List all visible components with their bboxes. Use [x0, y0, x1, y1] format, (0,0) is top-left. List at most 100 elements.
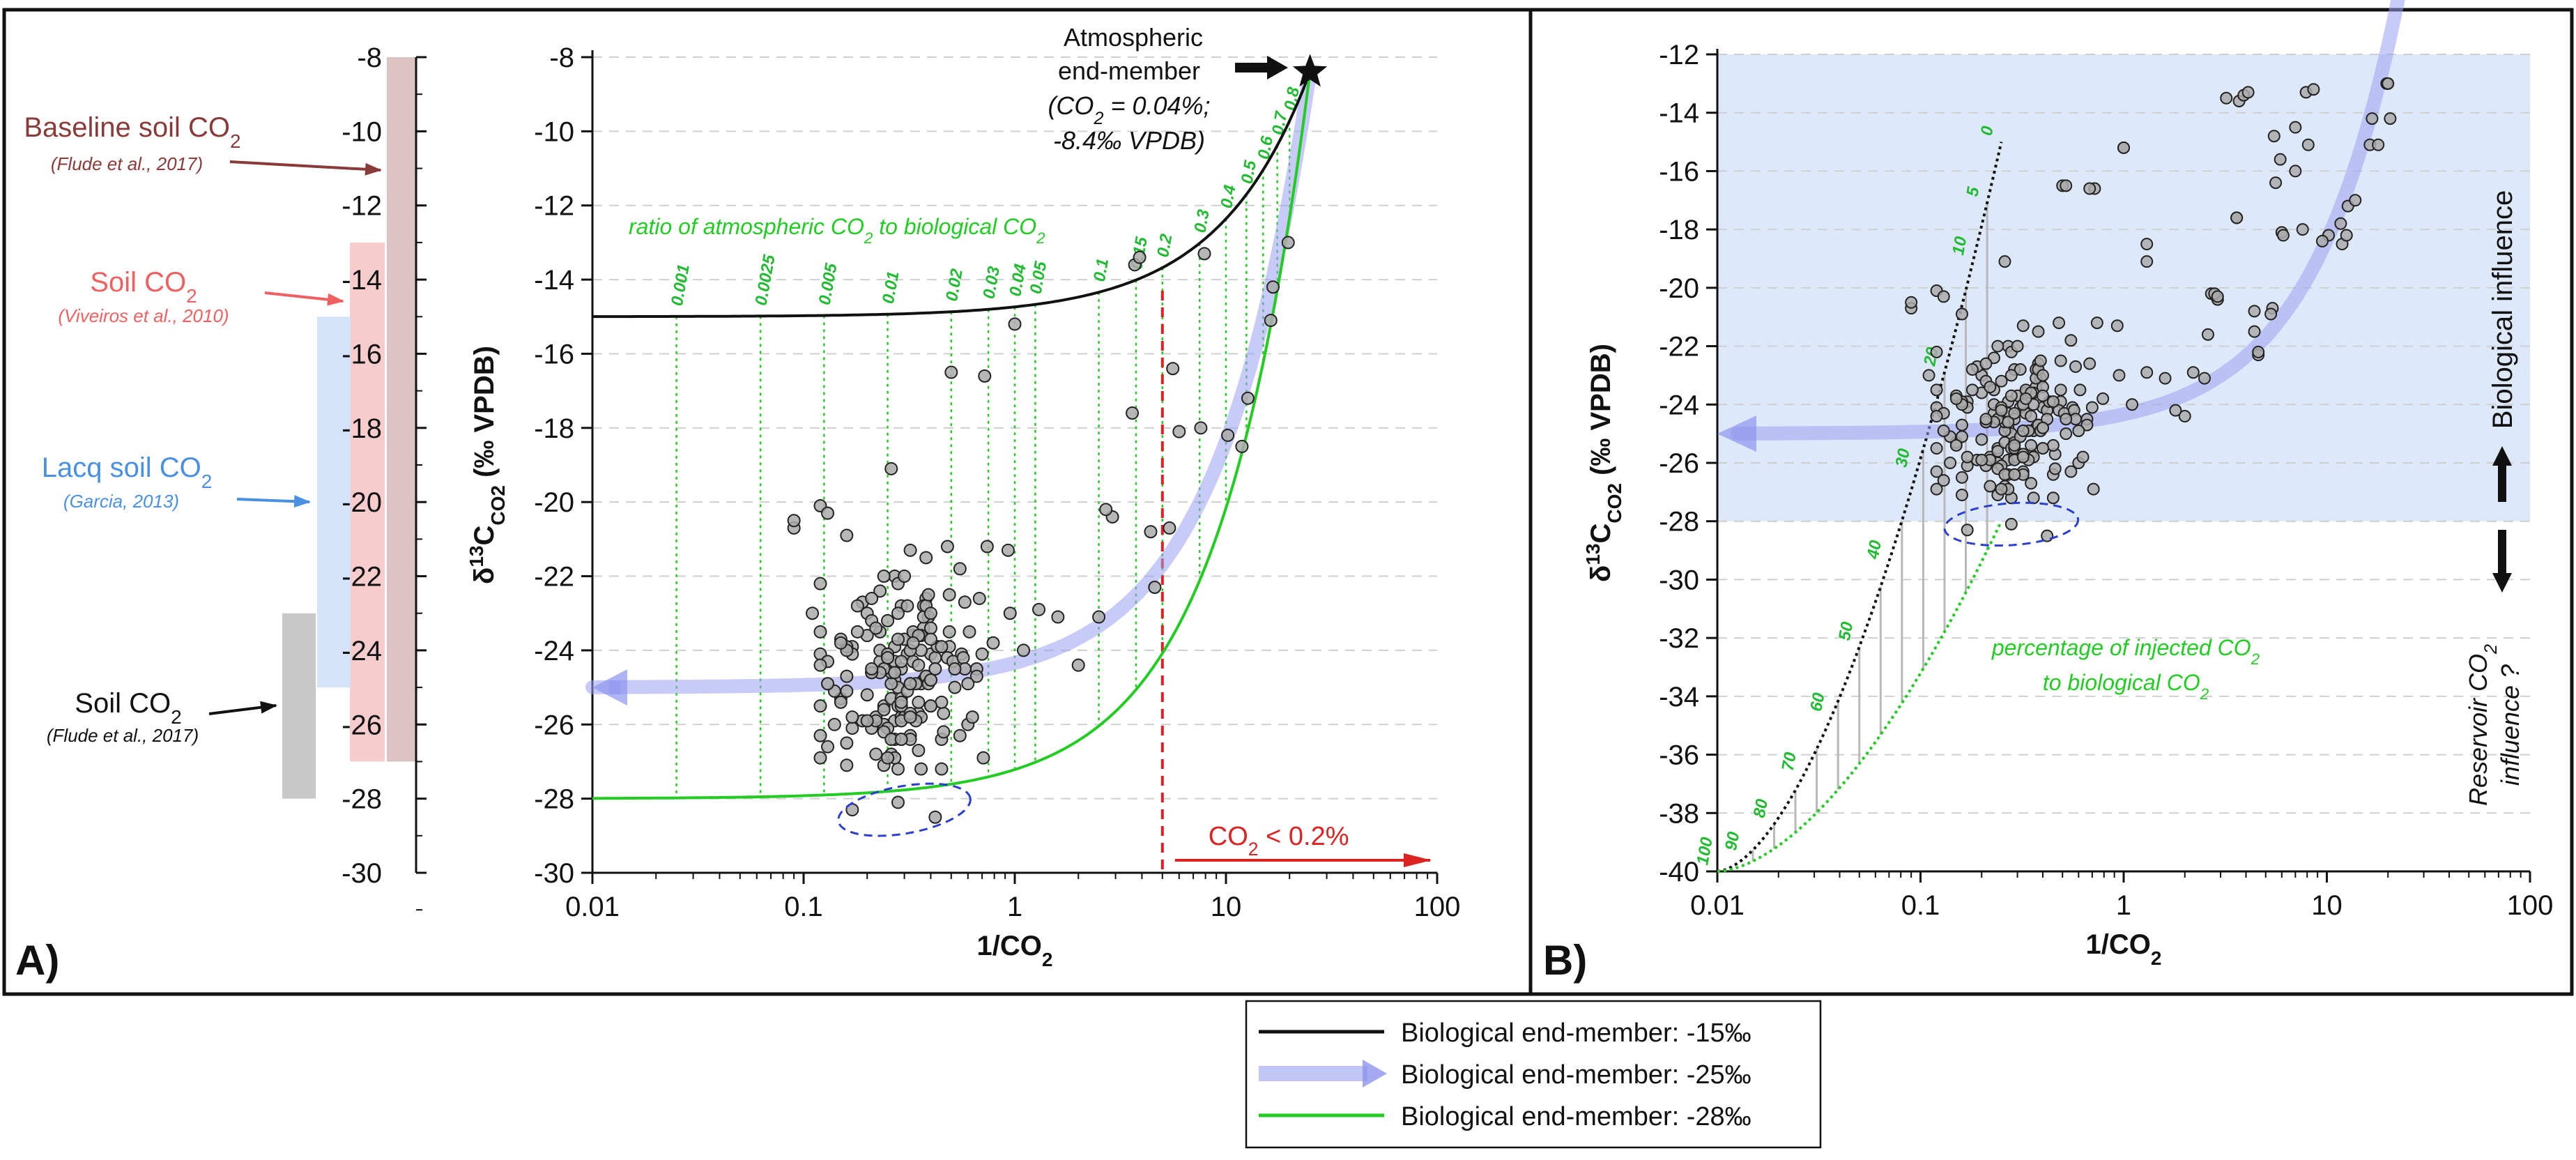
data-point [881, 751, 895, 765]
y-tick-label: -16 [534, 339, 574, 369]
data-point [821, 506, 835, 520]
data-point [2211, 290, 2224, 303]
data-point [923, 699, 937, 713]
data-point [2008, 468, 2021, 481]
x-axis-title: 1/CO2 [2086, 929, 2162, 969]
ratio-label: 0.2 [1153, 232, 1176, 259]
band-soil-viveiros [350, 242, 385, 762]
data-point [953, 728, 967, 742]
ratio-label: 0.005 [815, 261, 841, 306]
data-point [2186, 366, 2200, 379]
data-point [2248, 325, 2261, 338]
data-point [1979, 357, 1993, 370]
y-tick-label: -20 [1659, 273, 1699, 304]
mixing-annotation: percentage of injected CO2 [1991, 635, 2260, 668]
data-point [1995, 374, 2008, 388]
data-point [787, 514, 801, 528]
data-point [2276, 229, 2290, 242]
data-point [2016, 424, 2030, 437]
data-point [1961, 524, 1974, 537]
data-point [2349, 194, 2362, 207]
panel-b-frame [1528, 8, 2574, 996]
data-point [2110, 319, 2124, 333]
x-tick-label: 0.1 [1901, 890, 1940, 921]
y-tick-label: -18 [1659, 215, 1699, 245]
data-point [1008, 317, 1022, 331]
data-point [888, 666, 902, 680]
data-point [1099, 503, 1113, 517]
y-tick-label: -10 [534, 116, 574, 147]
curve-blue-arrowhead [592, 669, 627, 706]
data-point [2252, 345, 2265, 358]
data-point [850, 599, 864, 613]
data-point [921, 588, 935, 602]
data-point [912, 658, 926, 672]
chart-b: -12 -14 -16 -18 -20 -22 -24 -26 -28 -30 -32 -34 -36 -… [1582, 0, 2553, 969]
data-point [877, 703, 891, 717]
data-point [840, 758, 854, 772]
data-point [2372, 138, 2385, 151]
source-flude-cite: (Flude et al., 2017) [47, 725, 199, 746]
x-tick-label: 1 [1007, 892, 1022, 922]
data-point [2037, 389, 2050, 402]
legend-item-blue: Biological end-member: -25‰ [1401, 1060, 1751, 1090]
data-point [1266, 280, 1280, 294]
y-axis-title: δ13CCO2 (‰ VPDB) [466, 346, 509, 584]
data-point [2316, 234, 2329, 247]
data-point [2307, 83, 2320, 96]
scale-tick-label: -26 [342, 710, 382, 740]
data-point [958, 595, 972, 609]
scale-tick-label: -14 [342, 265, 382, 296]
ratio-label: 0.05 [1027, 259, 1051, 295]
scale-tick-label: -22 [342, 562, 382, 593]
data-point [1975, 433, 1988, 446]
data-point [2004, 389, 2018, 402]
mixing-curve-green [1717, 520, 2003, 873]
data-point [1281, 236, 1295, 250]
data-point [1949, 438, 1963, 452]
data-point [923, 621, 937, 635]
source-viveiros-cite: (Viveiros et al., 2010) [58, 305, 229, 326]
x-tick-label: 0.01 [565, 892, 620, 922]
data-point [1092, 610, 1106, 624]
mixing-label: 40 [1864, 538, 1886, 561]
data-point [834, 636, 848, 650]
source-baseline-arrow [229, 160, 382, 176]
data-point [1995, 482, 2008, 496]
data-point [935, 640, 949, 654]
data-point [2301, 138, 2315, 151]
reservoir-influence-label: influence ? [2496, 664, 2524, 786]
source-range-scale: -8 -10 -12 -14 -16 -18 -20 -22 -24 -26 -28 -30 Basel… [24, 43, 427, 911]
data-point [942, 625, 956, 639]
x-tick-label: 10 [2311, 890, 2343, 921]
scale-tick-label: -10 [342, 116, 382, 147]
data-point [2267, 130, 2280, 143]
data-point [1984, 381, 1997, 394]
data-point [840, 528, 854, 542]
data-point [1144, 525, 1158, 539]
mixing-label: 0 [1977, 124, 1998, 137]
reservoir-influence-label: Reservoir CO2 [2464, 644, 2501, 806]
ratio-label: 0.3 [1190, 208, 1213, 234]
data-point [969, 669, 983, 683]
data-point [953, 562, 967, 576]
data-point [935, 695, 949, 709]
data-point [2220, 91, 2233, 105]
data-point [1264, 314, 1278, 328]
ratio-label: 0.03 [979, 264, 1004, 300]
data-point [2140, 238, 2154, 251]
data-point [873, 584, 887, 598]
data-point [975, 647, 989, 661]
data-point [948, 662, 962, 676]
data-point [1166, 362, 1180, 376]
legend-item-green: Biological end-member: -28‰ [1401, 1102, 1751, 1131]
y-tick-label: -24 [1659, 390, 1699, 420]
y-tick-label: -28 [1659, 507, 1699, 537]
x-tick-label: 1 [2116, 890, 2131, 921]
data-point [935, 762, 949, 776]
y-tick-label: -22 [534, 562, 574, 593]
data-point [1930, 482, 1943, 496]
data-point [813, 625, 827, 639]
data-point [937, 706, 951, 720]
scale-tick-label: -18 [342, 413, 382, 444]
